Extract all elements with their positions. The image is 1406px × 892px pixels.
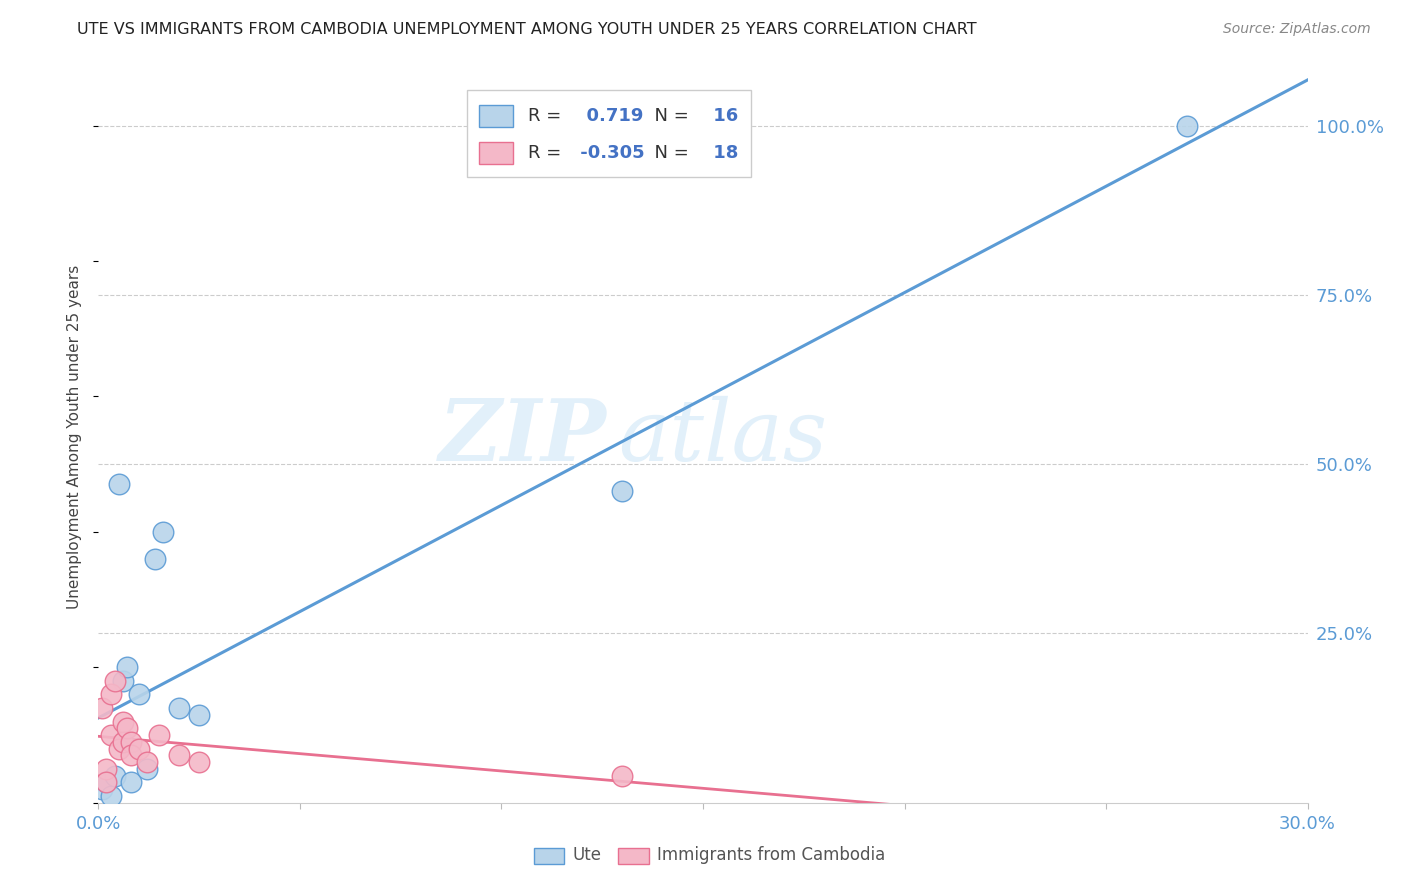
Text: 16: 16	[707, 107, 738, 125]
Point	[91, 701, 114, 715]
Text: UTE VS IMMIGRANTS FROM CAMBODIA UNEMPLOYMENT AMONG YOUTH UNDER 25 YEARS CORRELAT: UTE VS IMMIGRANTS FROM CAMBODIA UNEMPLOY…	[77, 22, 977, 37]
Point	[128, 688, 150, 702]
Point	[100, 728, 122, 742]
Point	[152, 524, 174, 539]
Y-axis label: Unemployment Among Youth under 25 years: Unemployment Among Youth under 25 years	[67, 265, 83, 609]
Text: Immigrants from Cambodia: Immigrants from Cambodia	[657, 847, 886, 864]
Point	[612, 769, 634, 783]
Text: Source: ZipAtlas.com: Source: ZipAtlas.com	[1223, 22, 1371, 37]
Point	[115, 721, 138, 735]
Point	[148, 728, 170, 742]
Text: R =: R =	[527, 107, 561, 125]
Point	[120, 775, 142, 789]
Text: 18: 18	[707, 144, 738, 161]
Text: 0.719: 0.719	[574, 107, 643, 125]
Point	[120, 735, 142, 749]
Point	[143, 552, 166, 566]
Point	[167, 748, 190, 763]
Point	[612, 484, 634, 499]
Point	[96, 775, 118, 789]
Point	[103, 769, 125, 783]
Point	[120, 748, 142, 763]
Point	[107, 477, 129, 491]
Point	[111, 735, 134, 749]
Point	[91, 782, 114, 797]
Point	[115, 660, 138, 674]
Point	[96, 762, 118, 776]
Point	[100, 688, 122, 702]
Point	[100, 789, 122, 803]
Point	[111, 673, 134, 688]
Text: N =: N =	[643, 144, 689, 161]
Text: N =: N =	[643, 107, 689, 125]
FancyBboxPatch shape	[534, 848, 564, 864]
Point	[188, 755, 211, 769]
Point	[188, 707, 211, 722]
Text: R =: R =	[527, 144, 561, 161]
Point	[128, 741, 150, 756]
Point	[135, 762, 157, 776]
FancyBboxPatch shape	[619, 848, 648, 864]
Point	[167, 701, 190, 715]
Point	[111, 714, 134, 729]
FancyBboxPatch shape	[479, 142, 513, 164]
Point	[135, 755, 157, 769]
Text: atlas: atlas	[619, 396, 828, 478]
Text: Ute: Ute	[572, 847, 602, 864]
FancyBboxPatch shape	[479, 105, 513, 127]
Point	[107, 741, 129, 756]
Point	[1175, 119, 1198, 133]
Point	[96, 775, 118, 789]
Text: ZIP: ZIP	[439, 395, 606, 479]
Text: -0.305: -0.305	[574, 144, 644, 161]
Point	[103, 673, 125, 688]
FancyBboxPatch shape	[467, 90, 751, 178]
